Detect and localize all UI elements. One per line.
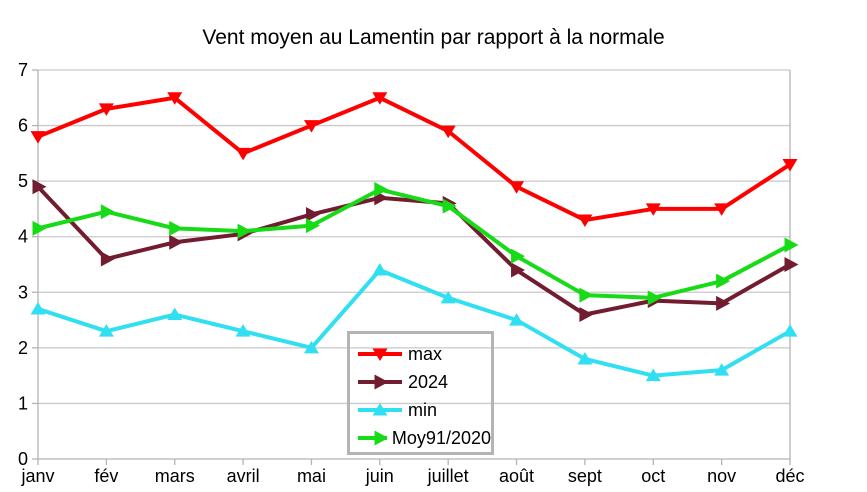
y-tick-label: 1 <box>18 393 28 413</box>
legend: max 2024 min Moy91/2020 <box>347 331 494 455</box>
y-tick-label: 5 <box>18 171 28 191</box>
marker <box>305 218 320 234</box>
legend-label: min <box>408 400 438 420</box>
marker <box>237 223 252 239</box>
marker <box>647 290 662 306</box>
marker <box>440 125 456 139</box>
legend-marker-icon <box>358 430 387 446</box>
marker <box>577 351 593 365</box>
marker <box>645 368 661 382</box>
marker <box>32 179 47 195</box>
legend-marker-icon <box>358 348 402 361</box>
y-tick-label: 0 <box>18 449 28 469</box>
marker <box>511 248 526 264</box>
marker <box>100 204 115 220</box>
legend-item-max: max <box>350 340 491 368</box>
marker <box>509 181 525 194</box>
marker <box>374 181 389 197</box>
marker <box>782 324 798 337</box>
marker <box>782 158 798 172</box>
legend-label: 2024 <box>408 372 449 392</box>
x-tick-label: juillet <box>427 466 469 486</box>
y-tick-label: 2 <box>18 338 28 358</box>
marker <box>372 263 388 276</box>
y-tick-label: 7 <box>18 60 28 80</box>
x-tick-label: juin <box>365 466 394 486</box>
series-2024 <box>32 179 799 323</box>
marker <box>509 313 525 326</box>
marker <box>169 220 184 236</box>
marker <box>784 257 799 272</box>
x-tick-label: déc <box>775 466 804 486</box>
marker <box>784 237 799 253</box>
marker <box>167 92 183 105</box>
marker <box>235 324 251 337</box>
x-tick-label: sept <box>568 466 602 486</box>
marker <box>305 206 320 222</box>
marker <box>303 340 319 354</box>
series-min <box>30 263 798 382</box>
x-tick-label: fév <box>94 466 118 486</box>
x-tick-label: mai <box>297 466 326 486</box>
marker <box>167 307 183 321</box>
series-moy91-2020 <box>32 181 799 306</box>
legend-marker-icon <box>358 374 402 390</box>
legend-item-min: min <box>350 396 491 424</box>
marker <box>579 307 594 323</box>
marker <box>100 251 115 267</box>
legend-marker-icon <box>358 403 402 416</box>
x-tick-label: nov <box>707 466 736 486</box>
x-tick-label: oct <box>641 466 665 486</box>
marker <box>579 287 594 303</box>
marker <box>30 301 46 315</box>
marker <box>303 120 319 133</box>
y-tick-label: 3 <box>18 282 28 302</box>
marker <box>235 147 251 161</box>
y-tick-label: 6 <box>18 116 28 136</box>
series-max <box>30 92 798 228</box>
x-tick-label: août <box>499 466 534 486</box>
marker <box>716 273 731 289</box>
x-tick-label: janv <box>20 466 54 486</box>
marker <box>98 324 114 337</box>
marker <box>30 131 46 144</box>
series-line <box>36 187 792 300</box>
legend-item-moy91-2020: Moy91/2020 <box>350 424 491 452</box>
marker <box>32 220 47 236</box>
series-line <box>36 95 792 223</box>
marker <box>577 214 593 228</box>
marker <box>98 103 114 116</box>
marker <box>714 363 730 376</box>
legend-label: Moy91/2020 <box>391 428 491 448</box>
marker <box>511 262 526 278</box>
chart-title: Vent moyen au Lamentin par rapport à la … <box>202 26 665 49</box>
marker <box>645 203 661 216</box>
series-line <box>36 184 792 317</box>
x-tick-label: mars <box>155 466 195 486</box>
x-tick-label: avril <box>227 466 260 486</box>
marker <box>442 198 457 214</box>
marker <box>716 295 731 311</box>
legend-item-2024: 2024 <box>350 368 491 396</box>
marker <box>714 203 730 216</box>
marker <box>169 234 184 250</box>
marker <box>372 92 388 105</box>
y-tick-label: 4 <box>18 227 28 247</box>
legend-label: max <box>408 344 443 364</box>
series-line <box>36 268 792 378</box>
marker <box>440 290 456 304</box>
